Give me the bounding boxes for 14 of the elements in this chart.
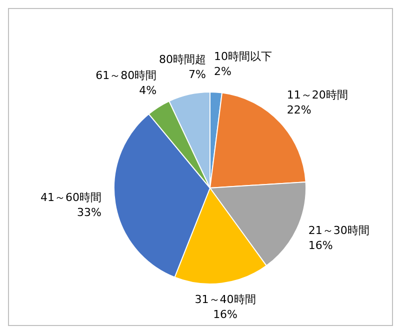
slice-label: 31～40時間 xyxy=(194,293,256,306)
slice-label: 61～80時間 xyxy=(96,68,157,82)
data-label: 22% xyxy=(286,103,312,116)
data-label: 7% xyxy=(188,68,206,81)
data-label: 16% xyxy=(213,308,238,322)
slice-label: 11～20時間 xyxy=(286,88,348,102)
data-label: 4% xyxy=(139,84,157,97)
slice-label: 41～60時間 xyxy=(40,191,102,204)
data-label: 16% xyxy=(308,238,333,252)
slice-label: 80時間超 xyxy=(159,52,206,66)
slice-label: 21～30時間 xyxy=(308,224,370,237)
data-label: 33% xyxy=(77,206,102,220)
data-label: 2% xyxy=(214,65,232,78)
slice-label: 10時間以下 xyxy=(214,50,272,64)
